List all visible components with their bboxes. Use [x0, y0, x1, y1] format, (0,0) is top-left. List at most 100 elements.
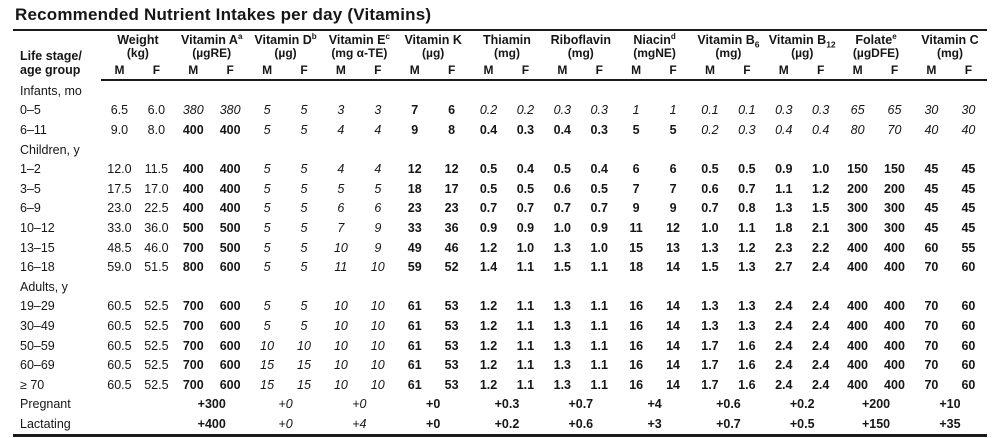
- row-label: 13–15: [20, 240, 55, 255]
- cell-value: 0.7: [738, 181, 756, 196]
- column-group-thiamin: Thiamin (mg): [470, 31, 544, 60]
- cell-value: 700: [182, 240, 204, 255]
- column-group-folate: Folatee (µgDFE): [839, 31, 913, 60]
- column-group-name: Folatee: [855, 31, 897, 47]
- cell-value: 6: [669, 162, 677, 177]
- column-group-vitamin-c: Vitamin C (mg): [913, 31, 987, 60]
- cell-value: +0.6: [716, 397, 741, 412]
- cell-value: 45: [924, 201, 939, 216]
- section-label: Adults, y: [20, 279, 68, 294]
- cell-value: 5: [263, 260, 271, 275]
- cell-value: 1.1: [516, 260, 535, 275]
- cell-value: 1.3: [738, 260, 756, 275]
- sex-header-f: F: [359, 60, 397, 81]
- cell-value: 7: [669, 181, 677, 196]
- cell-value: 0.9: [516, 220, 535, 235]
- cell-value: 15: [297, 358, 311, 373]
- column-group-row: Life stage/ age group Weight (kg) Vitamin …: [13, 31, 987, 77]
- cell-value: 18: [407, 181, 422, 196]
- cell-value: 0.2: [701, 122, 719, 137]
- cell-value: 10: [370, 377, 385, 392]
- cell-value: 48.5: [107, 240, 132, 255]
- column-group-unit: (µg): [791, 46, 814, 60]
- cell-value: 16: [629, 338, 644, 353]
- column-group-vitamin-e: Vitamin Ec (mg α-TE): [322, 31, 396, 60]
- cell-value: 61: [407, 299, 422, 314]
- cell-value: 0.3: [590, 122, 608, 137]
- cell-value: 52.5: [144, 377, 169, 392]
- cell-value: 5: [300, 181, 308, 196]
- cell-value: 500: [182, 220, 204, 235]
- cell-value: +4: [647, 397, 662, 412]
- cell-value: +10: [939, 397, 961, 412]
- cell-value: 11.5: [144, 162, 169, 177]
- sex-header-f: F: [654, 60, 692, 81]
- cell-value: 2.1: [811, 220, 830, 235]
- row-label: 50–59: [20, 338, 55, 353]
- column-group-name: Vitamin K: [404, 33, 462, 47]
- sex-header-m: M: [174, 60, 212, 81]
- cell-value: 8.0: [147, 122, 166, 137]
- cell-value: 400: [884, 358, 905, 373]
- cell-value: 400: [884, 318, 905, 333]
- column-group-unit: (mg): [567, 46, 594, 60]
- cell-value: 0.9: [775, 162, 793, 177]
- cell-value: 1.3: [553, 240, 572, 255]
- cell-value: 2.4: [775, 377, 793, 392]
- cell-value: 6: [337, 201, 345, 216]
- cell-value: 1.1: [516, 338, 535, 353]
- cell-value: 10: [260, 338, 275, 353]
- cell-value: 1.1: [590, 318, 608, 333]
- column-group-unit: (µg): [274, 46, 297, 60]
- column-group-name: Thiamin: [483, 33, 531, 47]
- cell-value: 18: [629, 260, 644, 275]
- cell-value: 15: [629, 240, 644, 255]
- cell-value: 14: [666, 299, 680, 314]
- cell-value: 9.0: [110, 122, 129, 137]
- cell-value: 3: [337, 103, 345, 118]
- column-group-name: Vitamin Aa: [181, 31, 243, 47]
- cell-value: 5: [337, 181, 345, 196]
- row-label: 1–2: [20, 162, 41, 177]
- cell-value: 13: [666, 240, 680, 255]
- column-group-name: Vitamin C: [921, 33, 979, 47]
- cell-value: 1.3: [738, 299, 756, 314]
- cell-value: 0.1: [701, 103, 719, 118]
- cell-value: 0.3: [738, 122, 756, 137]
- cell-value: 0.7: [701, 201, 719, 216]
- cell-value: 10: [370, 358, 385, 373]
- cell-value: 61: [407, 318, 422, 333]
- cell-value: 0.6: [553, 181, 572, 196]
- column-group-name: Weight: [117, 33, 159, 47]
- sex-header-m: M: [101, 60, 138, 81]
- column-group-unit: (µgDFE): [852, 46, 900, 60]
- cell-value: 500: [219, 240, 241, 255]
- cell-value: 45: [924, 162, 939, 177]
- cell-value: 0.9: [479, 220, 498, 235]
- cell-value: 10: [333, 377, 348, 392]
- cell-value: 200: [884, 181, 905, 196]
- cell-value: 65: [850, 103, 865, 118]
- life-stage-header: Life stage/ age group: [13, 31, 101, 80]
- column-group-weight: Weight (kg): [101, 31, 175, 60]
- cell-value: 2.4: [775, 338, 793, 353]
- column-group-riboflavin: Riboflavin (mg): [544, 31, 618, 60]
- cell-value: 10: [370, 260, 385, 275]
- cell-value: 0.5: [479, 162, 498, 177]
- cell-value: 10: [333, 338, 348, 353]
- cell-value: 53: [444, 318, 459, 333]
- cell-value: 1.1: [516, 377, 535, 392]
- cell-value: 9: [632, 201, 640, 216]
- column-group-name: Vitamin Db: [254, 31, 317, 47]
- cell-value: 52.5: [144, 299, 169, 314]
- section-row: Children, y: [13, 140, 987, 160]
- cell-value: 65: [887, 103, 902, 118]
- cell-value: 1.3: [701, 318, 719, 333]
- cell-value: 45: [924, 181, 939, 196]
- cell-value: 9: [669, 201, 677, 216]
- cell-value: 1.3: [738, 318, 756, 333]
- cell-value: 400: [847, 240, 868, 255]
- sex-header-m: M: [470, 60, 507, 81]
- cell-value: 5: [300, 201, 308, 216]
